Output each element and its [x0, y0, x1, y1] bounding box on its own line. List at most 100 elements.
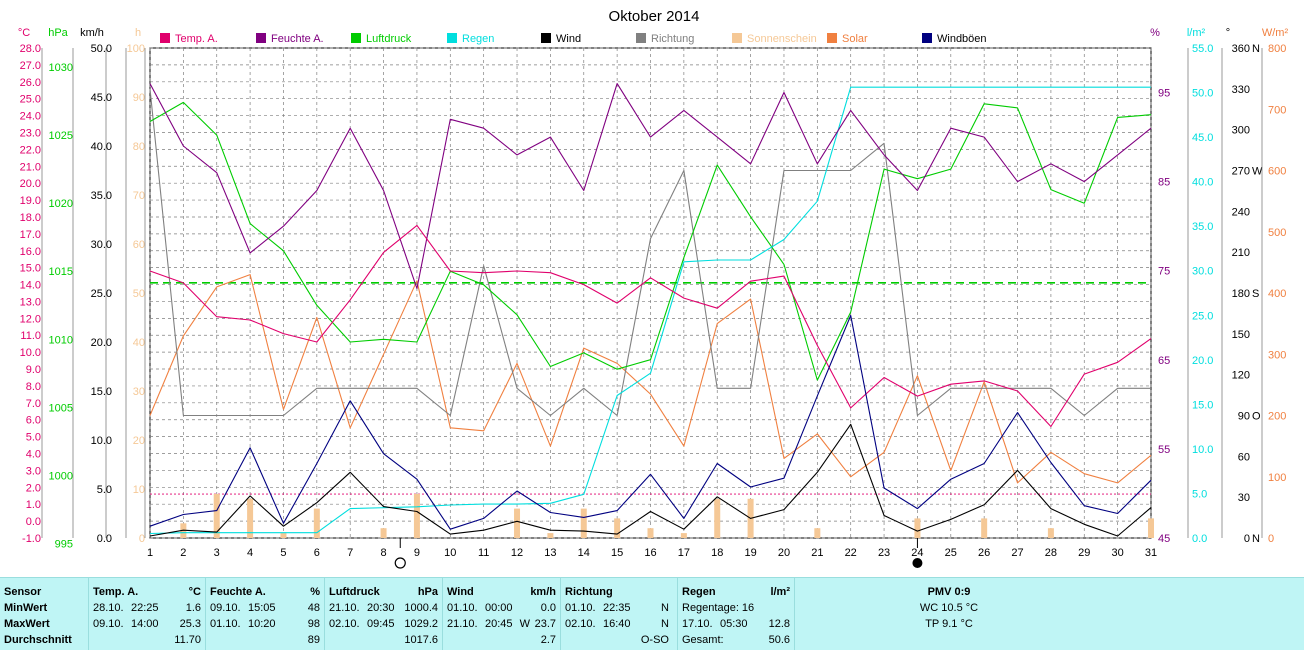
stats-humidity-unit: %	[310, 586, 320, 598]
chart-title: Oktober 2014	[609, 8, 700, 25]
sun-tick-label: 100	[127, 43, 145, 55]
wind-tick-label: 0.0	[97, 533, 112, 545]
sunshine-bar	[313, 508, 320, 538]
pressure-tick-label: 1010	[49, 334, 73, 346]
temp-tick-label: 26.0	[20, 77, 41, 89]
stats-temp-max-value: 25.3	[179, 618, 201, 630]
temp-tick-label: 10.0	[20, 347, 41, 359]
humidity-tick-label: 95	[1158, 88, 1170, 100]
legend-label: Feuchte A.	[271, 33, 324, 45]
stats-rain-max-value: 12.8	[768, 618, 790, 630]
humidity-tick-label: 65	[1158, 355, 1170, 367]
solar-tick-label: 600	[1268, 166, 1286, 178]
stats-row-label-min: MinWert	[4, 602, 48, 614]
direction-tick-label: 180	[1232, 288, 1250, 300]
temp-tick-label: 7.0	[26, 398, 41, 410]
stats-wind-col: Wind km/h 01.10. 00:00 0.0 21.10. 20:45 W 23.7…	[442, 578, 560, 650]
temp-tick-label: 24.0	[20, 111, 41, 123]
rain-tick-label: 15.0	[1192, 399, 1213, 411]
x-tick-label: 14	[578, 547, 590, 559]
x-tick-label: 30	[1112, 547, 1124, 559]
stats-pmv-col: PMV 0:9 WC 10.5 °C TP 9.1 °C	[794, 578, 1304, 650]
stats-rain-max-time: 05:30	[720, 618, 748, 630]
x-tick-label: 12	[511, 547, 523, 559]
stats-pressure-max-time: 09:45	[367, 618, 395, 630]
sun-unit-label: h	[135, 27, 141, 39]
solar-tick-label: 100	[1268, 472, 1286, 484]
x-tick-label: 17	[678, 547, 690, 559]
x-tick-label: 3	[214, 547, 220, 559]
humidity-tick-label: 85	[1158, 177, 1170, 189]
x-tick-label: 11	[478, 547, 489, 559]
x-tick-label: 6	[314, 547, 320, 559]
direction-tick-label: 30	[1238, 492, 1250, 504]
sunshine-bar	[514, 508, 521, 538]
wind-tick-label: 45.0	[91, 92, 112, 104]
sun-tick-label: 10	[133, 484, 145, 496]
stats-rain-total-label: Gesamt:	[682, 634, 724, 646]
sun-tick-label: 40	[133, 337, 145, 349]
stats-humidity-header: Feuchte A.	[210, 586, 266, 598]
solar-tick-label: 800	[1268, 43, 1286, 55]
wind-tick-label: 20.0	[91, 337, 112, 349]
stats-temp-min-value: 1.6	[185, 602, 201, 614]
temp-tick-label: 17.0	[20, 229, 41, 241]
solar-tick-label: 400	[1268, 288, 1286, 300]
direction-unit-label: °	[1226, 27, 1230, 39]
legend-label: Wind	[556, 33, 581, 45]
stats-pmv-tp: TP 9.1 °C	[925, 618, 973, 630]
sun-tick-label: 60	[133, 239, 145, 251]
temp-tick-label: 23.0	[20, 127, 41, 139]
stats-rain-header: Regen	[682, 586, 716, 598]
legend-swatch	[636, 33, 646, 43]
x-tick-label: 9	[414, 547, 420, 559]
temp-tick-label: 19.0	[20, 195, 41, 207]
x-tick-label: 8	[381, 547, 387, 559]
solar-line	[149, 274, 1152, 484]
stats-direction-col: Richtung 01.10. 22:35 N 02.10. 16:40 N O-SO	[560, 578, 677, 650]
stats-wind-max-time: 20:45	[485, 618, 513, 630]
stats-direction-header: Richtung	[565, 586, 613, 598]
stats-rain-total: 50.6	[768, 634, 790, 646]
sunshine-bar	[1047, 528, 1054, 538]
temp-tick-label: 6.0	[26, 415, 41, 427]
gusts-line	[149, 314, 1152, 530]
stats-sensor-col: Sensor MinWert MaxWert Durchschnitt	[0, 578, 88, 650]
rain-tick-label: 5.0	[1192, 488, 1207, 500]
stats-humidity-min-value: 48	[307, 602, 320, 614]
pressure-tick-label: 1005	[49, 402, 73, 414]
temp-tick-label: 1.0	[26, 499, 41, 511]
stats-temp-min-time: 22:25	[131, 602, 159, 614]
rain-line	[149, 86, 1151, 535]
x-tick-label: 13	[544, 547, 556, 559]
full-moon-icon	[394, 557, 406, 569]
temp-tick-label: 21.0	[20, 161, 41, 173]
solar-tick-label: 500	[1268, 227, 1286, 239]
x-tick-label: 1	[147, 547, 153, 559]
rain-tick-label: 25.0	[1192, 310, 1213, 322]
rain-unit-label: l/m²	[1187, 27, 1206, 39]
humidity-tick-label: 45	[1158, 533, 1170, 545]
legend-label: Solar	[842, 33, 868, 45]
stats-humidity-min-date: 09.10.	[210, 602, 241, 614]
pressure-unit-label: hPa	[48, 27, 68, 39]
legend-swatch	[160, 33, 170, 43]
direction-tick-label: 240	[1232, 206, 1250, 218]
legend-label: Sonnenschein	[747, 33, 817, 45]
sunshine-bar	[580, 508, 587, 538]
solar-tick-label: 300	[1268, 349, 1286, 361]
rain-tick-label: 35.0	[1192, 221, 1213, 233]
stats-direction-min-time: 22:35	[603, 602, 631, 614]
pressure-tick-label: 1015	[49, 266, 73, 278]
direction-compass-label: W	[1252, 166, 1263, 178]
stats-temp-col: Temp. A. °C 28.10. 22:25 1.6 09.10. 14:00 25.…	[88, 578, 205, 650]
stats-direction-max-date: 02.10.	[565, 618, 596, 630]
stats-wind-min-date: 01.10.	[447, 602, 478, 614]
x-tick-label: 18	[711, 547, 723, 559]
pressure-tick-label: 1000	[49, 470, 73, 482]
x-tick-label: 25	[945, 547, 957, 559]
legend-swatch	[351, 33, 361, 43]
stats-sensor-header: Sensor	[4, 586, 42, 598]
x-tick-label: 21	[811, 547, 823, 559]
stats-pmv-wc: WC 10.5 °C	[919, 602, 979, 614]
